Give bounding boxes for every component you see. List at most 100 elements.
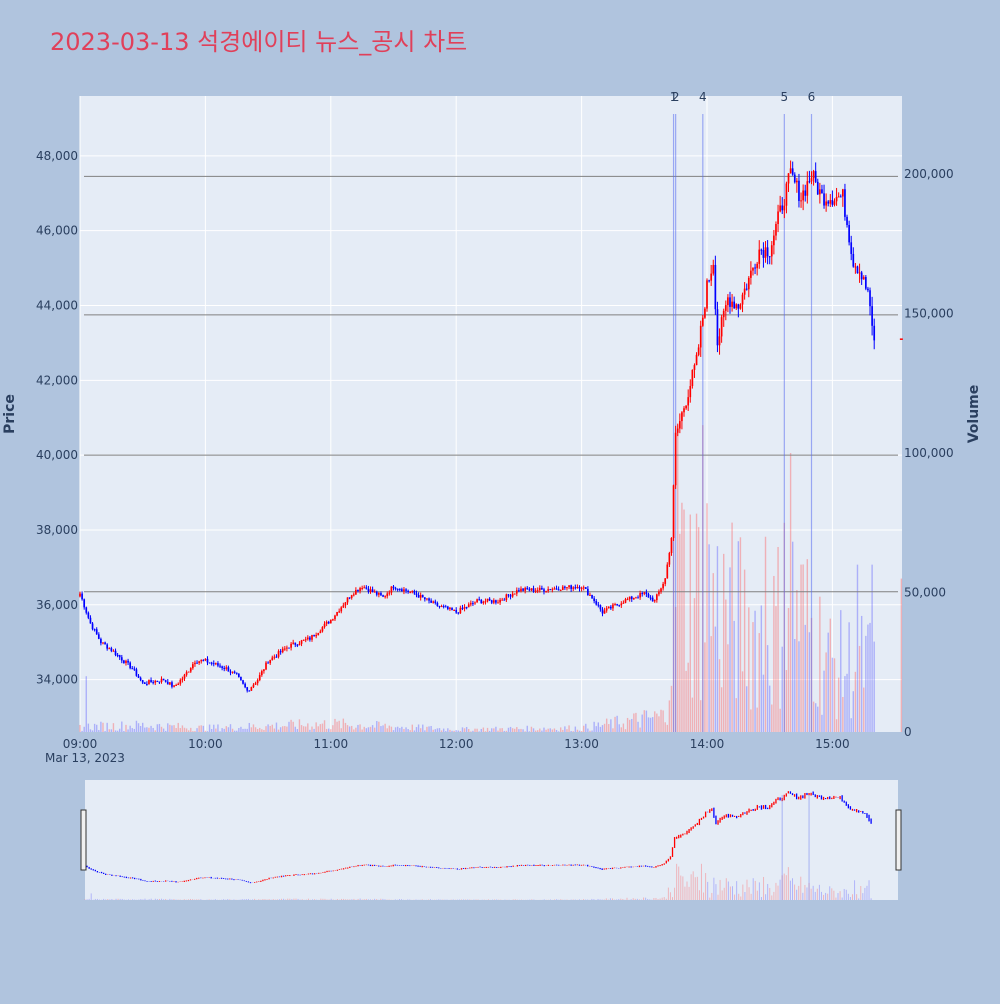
- candle-body: [227, 667, 230, 672]
- candle-body: [676, 428, 679, 433]
- candle-body: [643, 592, 646, 594]
- volume-bar: [603, 723, 606, 732]
- candle-body: [309, 637, 311, 640]
- volume-bar: [455, 730, 457, 732]
- candle-body: [522, 588, 524, 591]
- volume-bar: [718, 659, 721, 732]
- volume-bar: [127, 729, 129, 732]
- candle-body: [183, 674, 186, 679]
- time-tick-label: 13:00: [564, 737, 599, 751]
- candle-body: [267, 662, 269, 664]
- candle-body: [783, 205, 786, 211]
- navigator-handle-right[interactable]: [895, 809, 902, 871]
- volume-bar: [169, 724, 171, 732]
- candle-body: [382, 595, 384, 597]
- candle-body: [453, 609, 455, 611]
- volume-bar: [631, 718, 633, 732]
- candle-body: [279, 651, 282, 653]
- volume-bar: [419, 728, 422, 732]
- volume-bar: [737, 541, 740, 732]
- volume-bar: [840, 610, 842, 732]
- volume-bar: [116, 730, 119, 732]
- volume-bar: [516, 727, 518, 732]
- candle-body: [553, 588, 556, 590]
- volume-bar: [779, 708, 781, 732]
- volume-bar: [384, 723, 386, 732]
- volume-bar: [666, 724, 668, 732]
- volume-bar: [405, 727, 407, 732]
- candle-body: [557, 589, 560, 591]
- candle-body: [622, 602, 625, 604]
- volume-bar: [461, 727, 464, 732]
- candle-body: [252, 684, 255, 688]
- candle-body: [628, 596, 631, 600]
- volume-bar: [185, 728, 188, 732]
- volume-bar: [171, 725, 173, 732]
- volume-bar: [775, 606, 777, 732]
- volume-bar: [771, 704, 773, 732]
- candle-body: [710, 273, 713, 281]
- volume-bar: [453, 730, 455, 732]
- candle-body: [614, 604, 616, 606]
- candle-body: [415, 593, 418, 596]
- candle-body: [672, 485, 675, 539]
- volume-bar: [800, 564, 802, 732]
- candle-body: [459, 607, 462, 614]
- candle-body: [768, 256, 771, 258]
- volume-bar: [150, 725, 152, 732]
- candle-body: [171, 682, 173, 687]
- volume-bar: [424, 730, 426, 732]
- candle-body: [87, 612, 90, 618]
- volume-bar: [330, 729, 332, 732]
- volume-bar: [225, 726, 227, 732]
- candle-body: [263, 669, 265, 672]
- candle-body: [704, 308, 706, 318]
- volume-bar: [323, 720, 326, 732]
- volume-bar: [534, 730, 537, 732]
- candle-body: [430, 600, 432, 603]
- volume-bar: [564, 726, 566, 732]
- volume-bar: [670, 685, 673, 732]
- candle-body: [434, 601, 437, 603]
- volume-bar: [662, 710, 664, 732]
- candle-body: [505, 594, 508, 600]
- volume-bar: [85, 676, 87, 732]
- volume-bar: [610, 719, 612, 732]
- volume-bar: [762, 674, 765, 732]
- candle-body: [658, 591, 660, 595]
- volume-bar: [200, 725, 202, 732]
- candle-body: [256, 680, 259, 684]
- volume-bar: [110, 729, 113, 732]
- candle-body: [864, 277, 867, 289]
- volume-bar: [645, 710, 648, 732]
- volume-bar: [865, 635, 867, 732]
- volume-bar: [520, 728, 522, 732]
- candle-body: [601, 609, 604, 614]
- volume-bar: [480, 728, 482, 732]
- candle-body: [378, 593, 380, 595]
- candle-body: [375, 591, 378, 595]
- volume-bar: [248, 722, 250, 732]
- candle-body: [359, 588, 361, 592]
- volume-bar: [265, 726, 267, 732]
- volume-bar: [457, 730, 459, 732]
- candle-body: [603, 610, 606, 614]
- candle-body: [624, 599, 627, 603]
- volume-bar: [863, 687, 865, 732]
- volume-bar: [177, 722, 179, 732]
- navigator-handle-left[interactable]: [80, 809, 87, 871]
- candle-body: [591, 594, 593, 599]
- volume-bar: [468, 729, 470, 732]
- candle-body: [785, 183, 788, 206]
- volume-tick-label: 150,000: [904, 307, 954, 321]
- news-marker-label: 1: [670, 90, 678, 104]
- volume-bar: [89, 729, 92, 732]
- volume-bar: [819, 596, 821, 732]
- candle-body: [873, 325, 876, 341]
- candle-body: [536, 590, 539, 592]
- candle-body: [566, 587, 568, 589]
- volume-bar: [706, 503, 708, 732]
- volume-bar: [712, 573, 714, 732]
- candle-body: [319, 631, 322, 633]
